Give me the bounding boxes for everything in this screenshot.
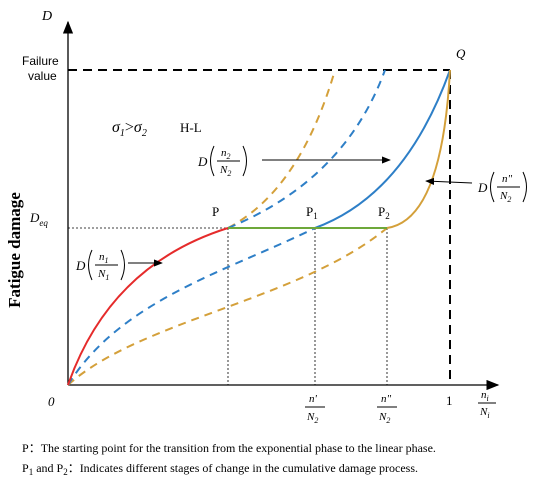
caption: P：The starting point for the transition … xyxy=(22,441,436,455)
annotation: n1 xyxy=(99,251,109,265)
one-label: 1 xyxy=(446,393,453,408)
x-label: Ni xyxy=(479,406,490,420)
mode: H-L xyxy=(180,120,202,135)
paren xyxy=(210,145,215,177)
deq-label: Deq xyxy=(29,210,48,228)
tick-label: n' xyxy=(309,393,318,405)
point-label: P2 xyxy=(378,204,390,221)
annotation: n" xyxy=(502,173,513,185)
tick-label: n" xyxy=(381,393,392,405)
condition: σ1>σ2 xyxy=(112,119,147,139)
point-label: P1 xyxy=(306,204,318,221)
paren xyxy=(88,249,93,281)
annotation: D xyxy=(197,154,208,169)
curve xyxy=(67,227,388,386)
annotation: n2 xyxy=(221,147,231,161)
paren xyxy=(522,171,527,203)
annotation: D xyxy=(477,180,488,195)
failure-label: value xyxy=(28,69,57,83)
arrow xyxy=(425,177,473,185)
failure-label: Failure xyxy=(22,54,59,68)
y-title: Fatigue damage xyxy=(5,192,24,308)
y-axis-symbol: D xyxy=(41,9,52,24)
paren xyxy=(242,145,247,177)
curve xyxy=(314,69,451,229)
caption: P1 and P2：Indicates different stages of … xyxy=(22,461,418,477)
tick-label: N2 xyxy=(378,411,390,425)
x-label: ni xyxy=(481,389,489,403)
paren xyxy=(120,249,125,281)
annotation: D xyxy=(75,258,86,273)
point-label: P xyxy=(212,204,219,219)
curve xyxy=(227,69,386,229)
annotation: N2 xyxy=(219,164,231,178)
point-label: Q xyxy=(456,46,466,61)
annotation: N2 xyxy=(499,190,511,204)
tick-label: N2 xyxy=(306,411,318,425)
paren xyxy=(490,171,495,203)
curve xyxy=(227,69,336,229)
annotation: N1 xyxy=(97,268,109,282)
origin-label: 0 xyxy=(48,394,55,409)
curve xyxy=(67,227,316,386)
curve xyxy=(67,227,229,386)
